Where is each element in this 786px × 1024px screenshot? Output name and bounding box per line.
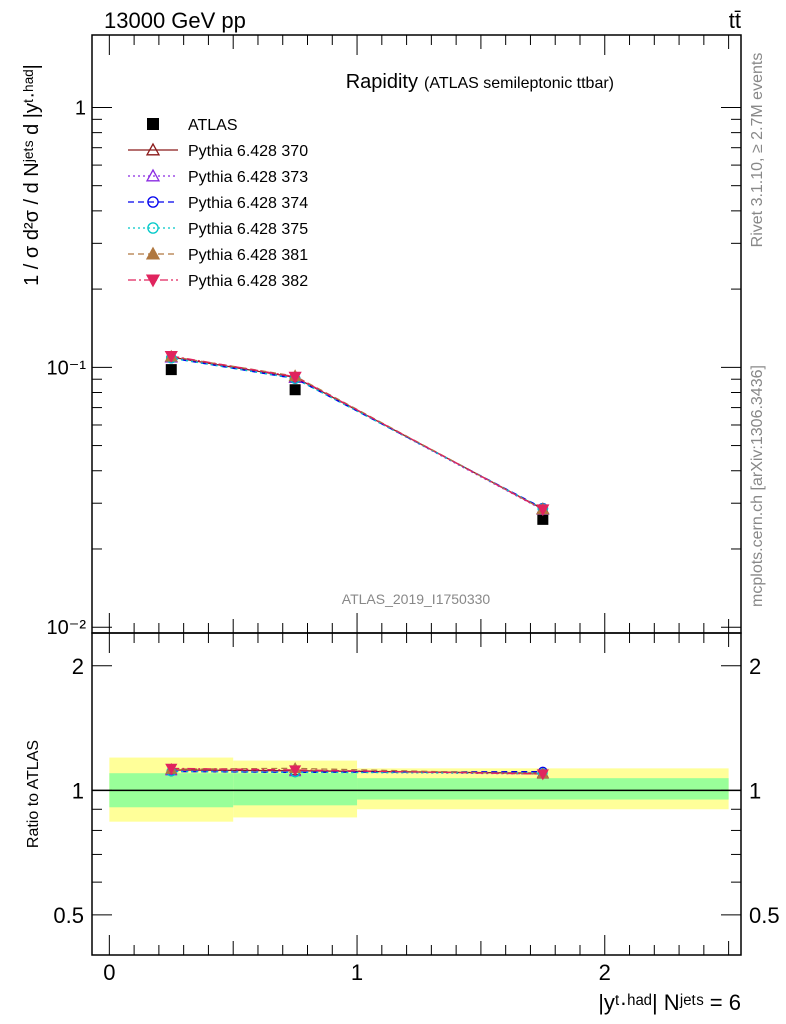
- main-point-s0-1: [289, 384, 301, 396]
- legend-marker-6: [145, 274, 161, 288]
- main-line-series-4: [171, 357, 544, 510]
- ratio-point-s5-1: [289, 765, 302, 777]
- legend-label-1: Pythia 6.428 370: [188, 143, 308, 160]
- y-axis-label-ratio: Ratio to ATLAS: [25, 740, 42, 848]
- green-band-2: [357, 778, 729, 800]
- main-line-series-1: [171, 356, 544, 510]
- mcplots-label: mcplots.cern.ch [arXiv:1306.3436]: [749, 365, 766, 607]
- plot-title: Rapidity: [346, 71, 418, 93]
- legend-label-0: ATLAS: [188, 117, 238, 134]
- main-point-s0-0: [165, 364, 177, 376]
- legend-label-3: Pythia 6.428 374: [188, 195, 308, 212]
- legend-marker-1: [145, 142, 161, 156]
- ratio-ytick-label-left: 2: [72, 654, 84, 679]
- legend-label-6: Pythia 6.428 382: [188, 273, 308, 290]
- tick-labels: 10⁻² 10⁻¹ 1 0.5 0.5 1 1 2 2 0 1 2: [47, 97, 780, 985]
- axes-frames: [91, 34, 742, 956]
- legend-marker-4: [147, 222, 159, 234]
- main-line-series-3: [171, 357, 544, 509]
- main-ytick-label: 10⁻²: [47, 617, 87, 639]
- ratio-ytick-label-left: 1: [72, 778, 84, 803]
- main-point-s6-2: [536, 504, 550, 517]
- green-band-1: [233, 773, 358, 806]
- legend-marker-2: [145, 168, 161, 182]
- main-line-series-5: [171, 355, 544, 510]
- rivet-label: Rivet 3.1.10, ≥ 2.7M events: [749, 53, 766, 248]
- legend-label-2: Pythia 6.428 373: [188, 169, 308, 186]
- uncertainty-bands: [92, 757, 741, 822]
- beam-label: 13000 GeV pp: [104, 8, 246, 33]
- x-axis-label: |yᵗ·ʰᵃᵈ| Nʲᵉᵗˢ = 6: [598, 990, 741, 1015]
- ratio-line-series-1: [171, 770, 543, 775]
- main-ytick-label: 10⁻¹: [47, 357, 87, 379]
- ratio-ytick-label-left: 0.5: [53, 903, 84, 928]
- x-tick-label: 2: [599, 960, 611, 985]
- legend-marker-0: [147, 118, 159, 130]
- data-markers: [164, 349, 550, 781]
- x-tick-label: 1: [351, 960, 363, 985]
- analysis-id: ATLAS_2019_I1750330: [342, 591, 491, 607]
- legend: ATLAS Pythia 6.428 370 Pythia 6.428 373 Pyt…: [128, 117, 308, 290]
- main-point-s6-1: [288, 371, 302, 384]
- ratio-ytick-label-right: 0.5: [749, 903, 780, 928]
- x-tick-label: 0: [103, 960, 115, 985]
- ratio-point-s5-2: [536, 769, 549, 781]
- ratio-ytick-label-right: 1: [749, 778, 761, 803]
- y-axis-label-main: 1 / σ d²σ / d Nʲᵉᵗˢ d |yᵗ·ʰᵃᵈ|: [21, 64, 43, 286]
- ratio-point-s5-0: [165, 763, 178, 775]
- legend-marker-3: [147, 196, 159, 208]
- main-line-series-2: [171, 356, 544, 511]
- process-label: tt̄: [729, 8, 741, 33]
- main-point-s0-2: [537, 513, 549, 525]
- mc-curves: [171, 355, 544, 775]
- legend-label-5: Pythia 6.428 381: [188, 247, 308, 264]
- main-line-series-6: [171, 355, 544, 510]
- main-point-s6-0: [164, 351, 178, 363]
- ratio-frame: [91, 632, 742, 956]
- axis-ticks: [92, 35, 741, 956]
- ratio-line-series-3: [171, 770, 543, 774]
- ratio-ytick-label-right: 2: [749, 654, 761, 679]
- main-ytick-label: 1: [75, 97, 86, 119]
- legend-label-4: Pythia 6.428 375: [188, 221, 308, 238]
- plot-subtitle: (ATLAS semileptonic ttbar): [424, 75, 614, 92]
- legend-marker-5: [145, 246, 161, 260]
